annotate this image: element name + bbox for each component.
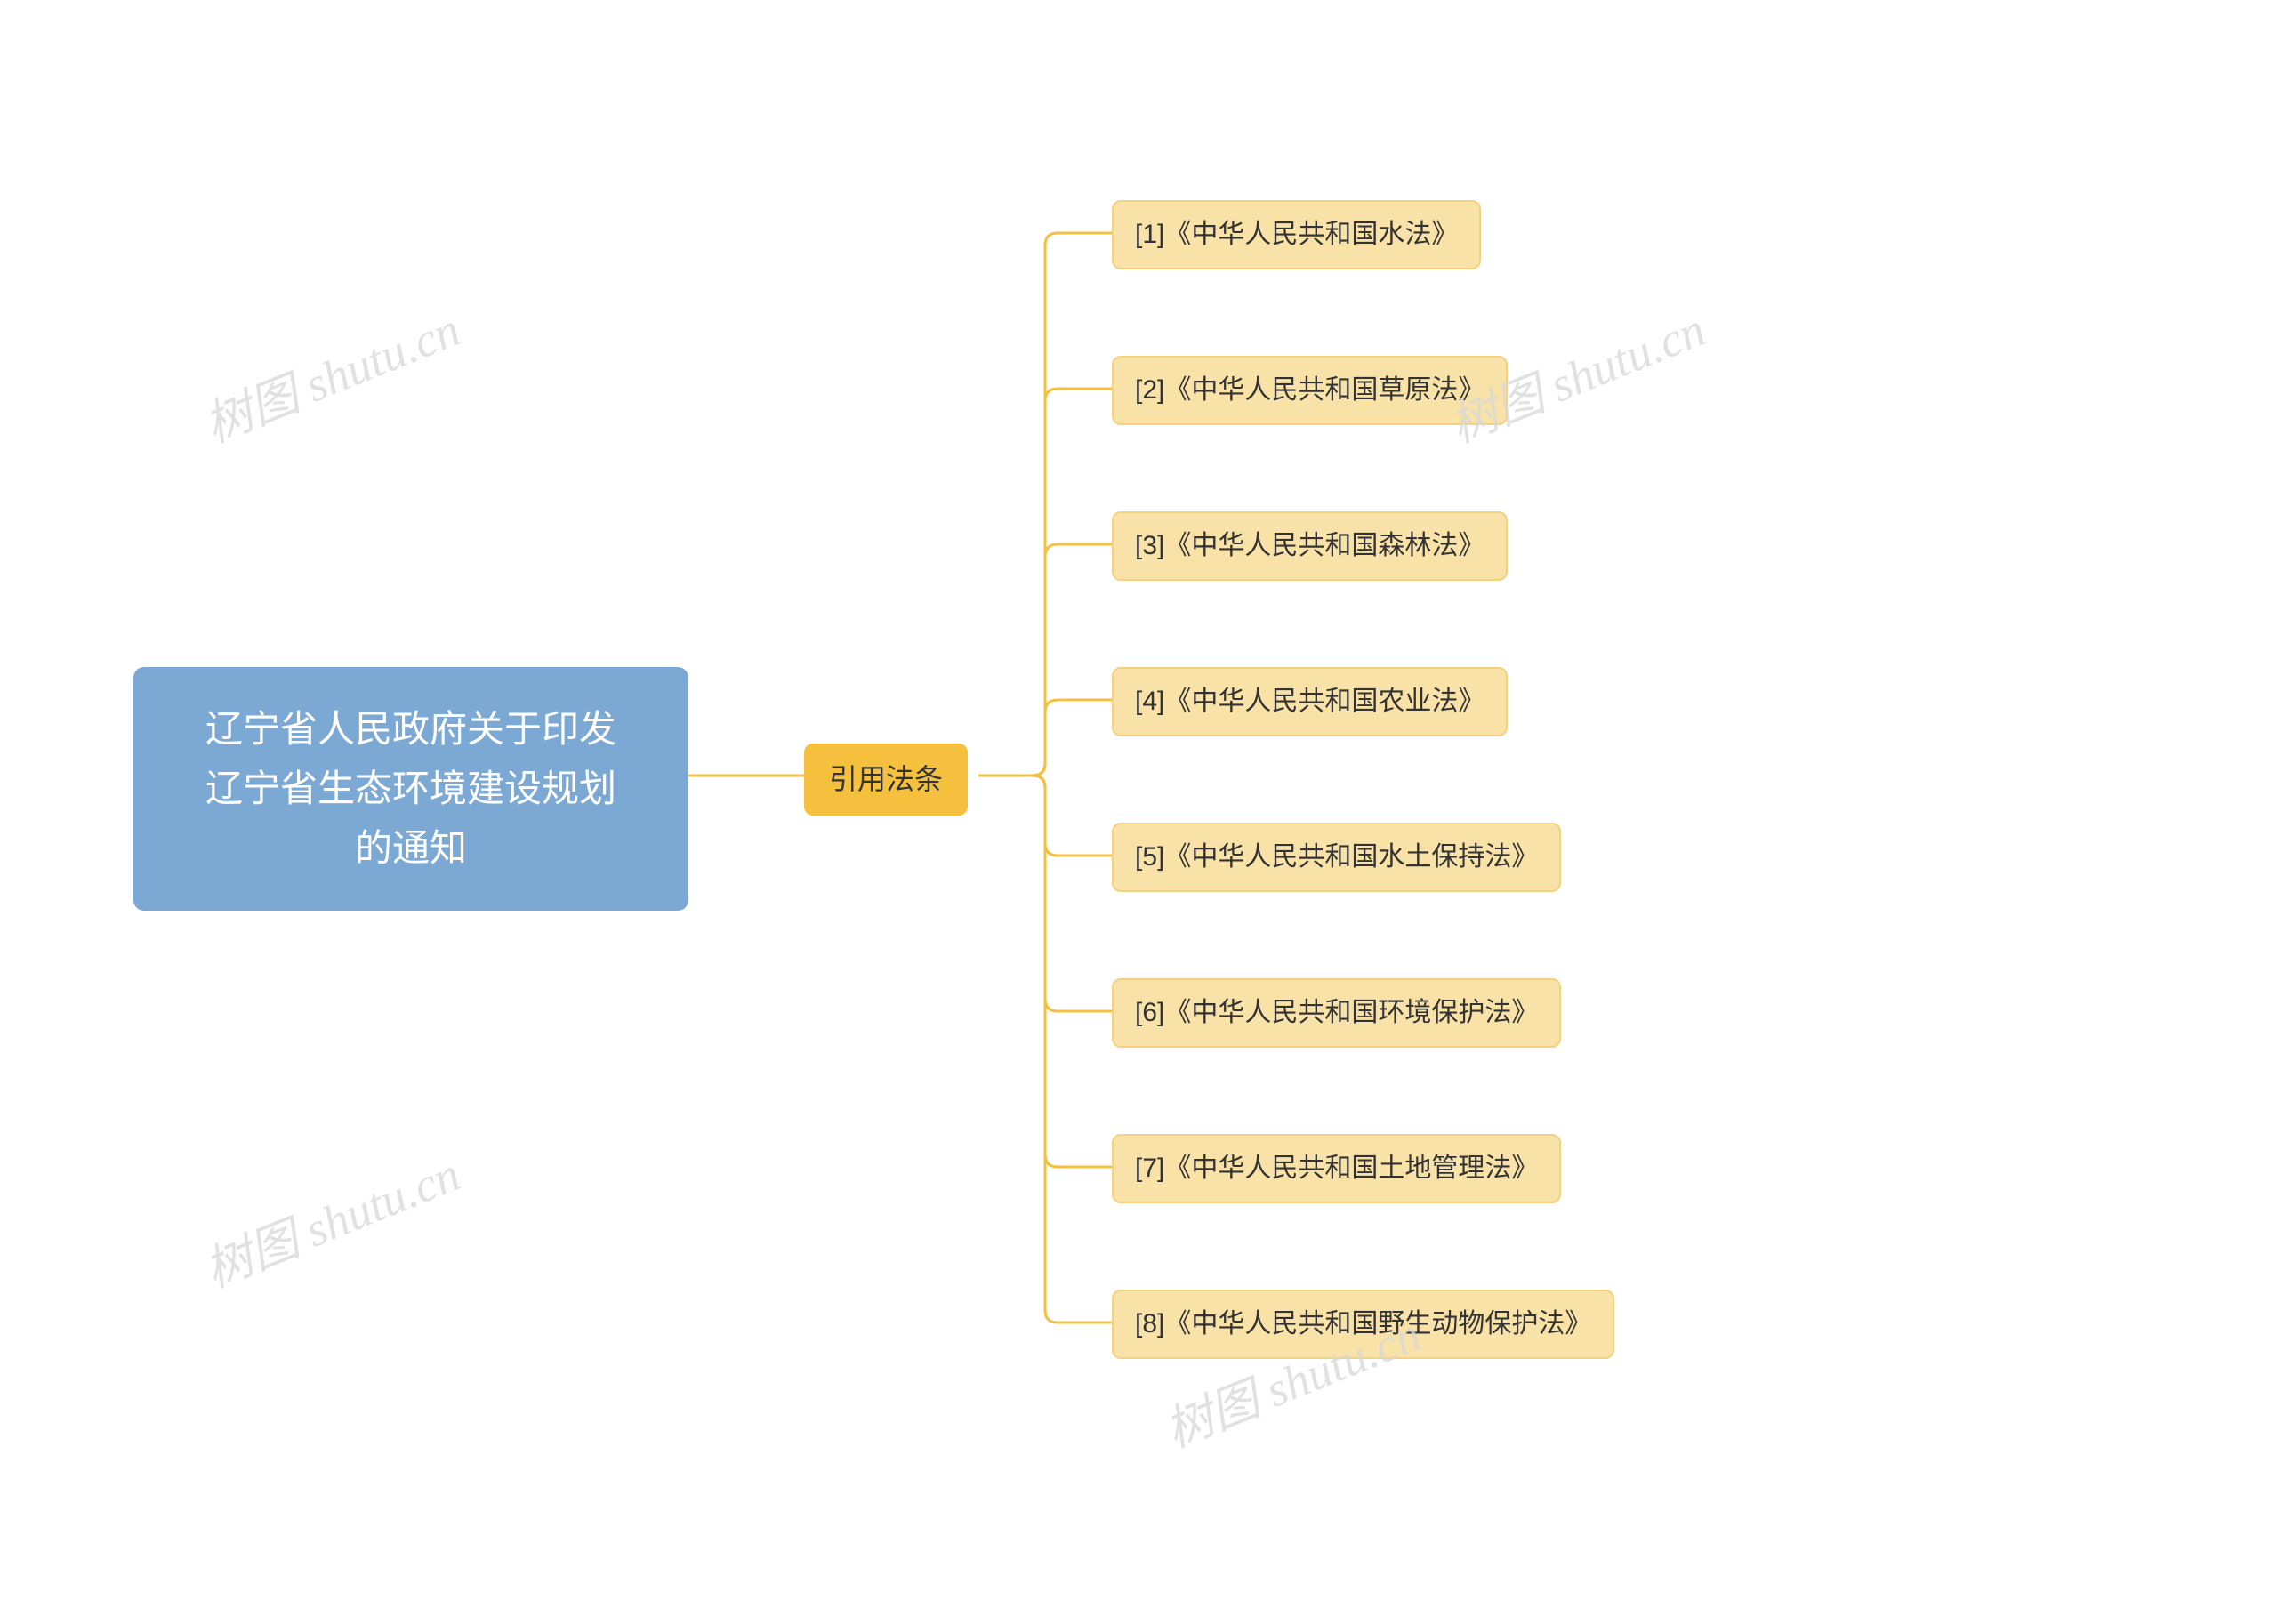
leaf-text: [4]《中华人民共和国农业法》 [1135, 687, 1484, 716]
leaf-text: [2]《中华人民共和国草原法》 [1135, 375, 1484, 405]
leaf-node-5: [5]《中华人民共和国水土保持法》 [1112, 823, 1561, 892]
leaf-node-2: [2]《中华人民共和国草原法》 [1112, 356, 1508, 425]
leaf-node-8: [8]《中华人民共和国野生动物保护法》 [1112, 1290, 1614, 1359]
leaf-text: [8]《中华人民共和国野生动物保护法》 [1135, 1309, 1591, 1339]
leaf-node-1: [1]《中华人民共和国水法》 [1112, 200, 1481, 269]
leaf-node-4: [4]《中华人民共和国农业法》 [1112, 667, 1508, 736]
leaf-node-6: [6]《中华人民共和国环境保护法》 [1112, 978, 1561, 1048]
root-text: 辽宁省人民政府关于印发辽宁省生态环境建设规划的通知 [205, 708, 616, 869]
leaf-text: [6]《中华人民共和国环境保护法》 [1135, 998, 1538, 1027]
leaf-node-7: [7]《中华人民共和国土地管理法》 [1112, 1134, 1561, 1203]
leaf-text: [3]《中华人民共和国森林法》 [1135, 531, 1484, 560]
leaf-text: [1]《中华人民共和国水法》 [1135, 220, 1458, 249]
watermark: 树图 shutu.cn [192, 1135, 469, 1301]
root-node: 辽宁省人民政府关于印发辽宁省生态环境建设规划的通知 [133, 667, 688, 911]
leaf-node-3: [3]《中华人民共和国森林法》 [1112, 511, 1508, 581]
mindmap-canvas: 辽宁省人民政府关于印发辽宁省生态环境建设规划的通知 引用法条 [1]《中华人民共… [0, 0, 2277, 1624]
watermark: 树图 shutu.cn [192, 290, 469, 456]
mid-node: 引用法条 [804, 744, 968, 816]
mid-text: 引用法条 [829, 763, 943, 795]
leaf-text: [7]《中华人民共和国土地管理法》 [1135, 1154, 1538, 1183]
leaf-text: [5]《中华人民共和国水土保持法》 [1135, 842, 1538, 872]
